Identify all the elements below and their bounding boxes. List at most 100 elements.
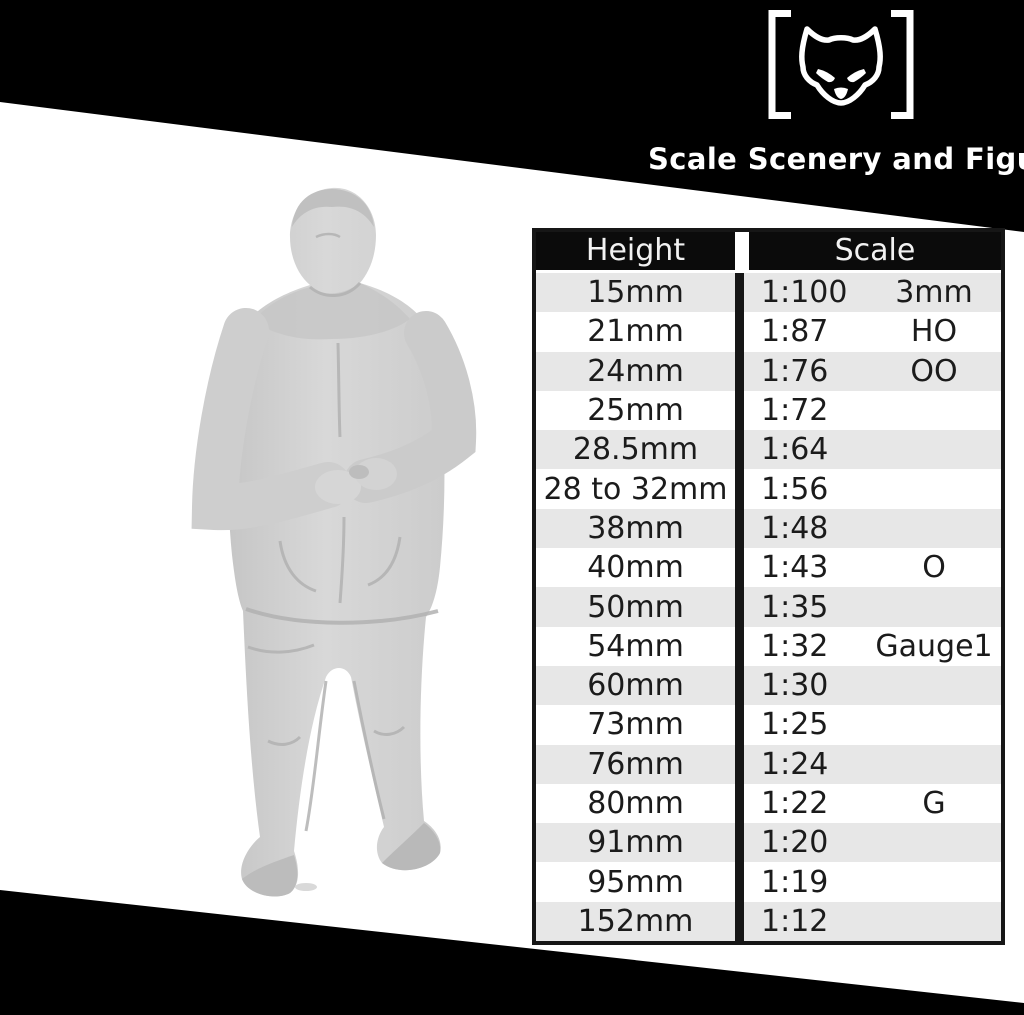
column-header-height: Height — [536, 232, 735, 270]
table-row: 73mm 1:25 — [536, 705, 1001, 745]
scale-cell: 1:32 Gauge1 — [744, 626, 1001, 666]
height-cell: 15mm — [536, 273, 735, 313]
table-row: 28.5mm 1:64 — [536, 430, 1001, 470]
scale-cell: 1:76 OO — [744, 351, 1001, 391]
table-row: 80mm 1:22 G — [536, 783, 1001, 824]
column-divider — [735, 705, 744, 745]
height-cell: 73mm — [536, 705, 735, 745]
table-row: 25mm 1:72 — [536, 390, 1001, 431]
wolf-brackets-icon — [768, 10, 914, 119]
table-header-row: Height Scale — [536, 232, 1001, 270]
scale-ratio: 1:24 — [761, 746, 829, 782]
figure-hand-left — [315, 470, 361, 504]
scale-gauge: G — [922, 786, 946, 821]
scale-ratio: 1:30 — [761, 668, 829, 704]
column-divider — [735, 744, 744, 784]
figure-body — [228, 187, 445, 897]
figure-shoe-left — [242, 855, 298, 897]
column-divider — [735, 626, 744, 666]
scale-ratio: 1:87 — [761, 314, 829, 350]
scale-ratio: 1:100 — [761, 275, 848, 311]
scale-cell: 1:64 — [744, 430, 1001, 470]
column-divider — [735, 273, 744, 313]
height-cell: 28.5mm — [536, 430, 735, 470]
column-divider — [735, 430, 744, 470]
table-row: 50mm 1:35 — [536, 587, 1001, 627]
column-divider — [735, 390, 744, 431]
scale-ratio: 1:72 — [761, 393, 829, 429]
table-row: 76mm 1:24 — [536, 744, 1001, 784]
scale-ratio: 1:43 — [761, 550, 829, 586]
scale-cell: 1:100 3mm — [744, 273, 1001, 313]
height-cell: 24mm — [536, 351, 735, 391]
table-row: 40mm 1:43 O — [536, 548, 1001, 588]
column-header-scale: Scale — [749, 232, 1001, 270]
scale-ratio: 1:25 — [761, 707, 829, 743]
height-cell: 54mm — [536, 626, 735, 666]
column-divider — [735, 587, 744, 627]
column-divider — [735, 351, 744, 391]
wolf-head-icon — [799, 26, 883, 106]
figure-ground-mark — [295, 883, 317, 891]
figure-watch — [349, 465, 369, 479]
scanned-figure-image — [191, 187, 477, 897]
table-row: 91mm 1:20 — [536, 823, 1001, 863]
table-row: 95mm 1:19 — [536, 862, 1001, 902]
figure-hand-right — [355, 458, 397, 490]
table-row: 152mm 1:12 — [536, 901, 1001, 942]
figure-creases — [245, 232, 439, 832]
scale-cell: 1:20 — [744, 823, 1001, 863]
scale-ratio: 1:48 — [761, 510, 829, 546]
scale-cell: 1:19 — [744, 862, 1001, 902]
column-divider — [735, 901, 744, 942]
figure-hood — [254, 283, 410, 340]
column-divider — [735, 312, 744, 352]
scale-ratio: 1:12 — [761, 903, 829, 939]
scale-cell: 1:12 — [744, 901, 1001, 942]
scale-gauge: Gauge1 — [875, 628, 993, 664]
height-cell: 152mm — [536, 901, 735, 942]
scale-ratio: 1:20 — [761, 825, 829, 861]
scale-ratio: 1:64 — [761, 432, 829, 468]
scale-gauge: O — [922, 550, 946, 586]
height-cell: 40mm — [536, 548, 735, 588]
height-cell: 80mm — [536, 783, 735, 824]
table-row: 38mm 1:48 — [536, 508, 1001, 549]
scale-ratio: 1:32 — [761, 628, 829, 664]
scale-conversion-table: Height Scale 15mm 1:100 3mm 21mm 1:87 HO… — [532, 228, 1005, 945]
figure-hair — [292, 189, 374, 227]
column-divider — [735, 665, 744, 706]
scale-gauge: OO — [910, 353, 958, 389]
table-row: 24mm 1:76 OO — [536, 351, 1001, 391]
scale-cell: 1:48 — [744, 508, 1001, 549]
bracket-right-icon — [891, 10, 914, 119]
header-separator — [536, 270, 1001, 273]
scale-ratio: 1:76 — [761, 353, 829, 389]
column-divider — [735, 783, 744, 824]
column-divider — [735, 508, 744, 549]
table-row: 54mm 1:32 Gauge1 — [536, 626, 1001, 666]
scale-cell: 1:30 — [744, 665, 1001, 706]
scale-gauge: 3mm — [895, 275, 973, 311]
header-divider-gap — [735, 232, 749, 270]
column-divider — [735, 862, 744, 902]
scale-cell: 1:56 — [744, 469, 1001, 509]
scale-ratio: 1:56 — [761, 471, 829, 507]
table-row: 28 to 32mm 1:56 — [536, 469, 1001, 509]
scale-ratio: 1:35 — [761, 589, 829, 625]
height-cell: 25mm — [536, 390, 735, 431]
scale-cell: 1:25 — [744, 705, 1001, 745]
scale-cell: 1:24 — [744, 744, 1001, 784]
brand-title: Scale Scenery and Figures — [648, 142, 1024, 176]
table-row: 21mm 1:87 HO — [536, 312, 1001, 352]
scale-ratio: 1:19 — [761, 864, 829, 900]
scale-cell: 1:43 O — [744, 548, 1001, 588]
column-divider — [735, 548, 744, 588]
table-row: 15mm 1:100 3mm — [536, 273, 1001, 313]
column-divider — [735, 469, 744, 509]
bracket-left-icon — [768, 10, 791, 119]
scale-ratio: 1:22 — [761, 786, 829, 821]
scale-cell: 1:35 — [744, 587, 1001, 627]
scale-gauge: HO — [910, 314, 958, 350]
height-cell: 95mm — [536, 862, 735, 902]
